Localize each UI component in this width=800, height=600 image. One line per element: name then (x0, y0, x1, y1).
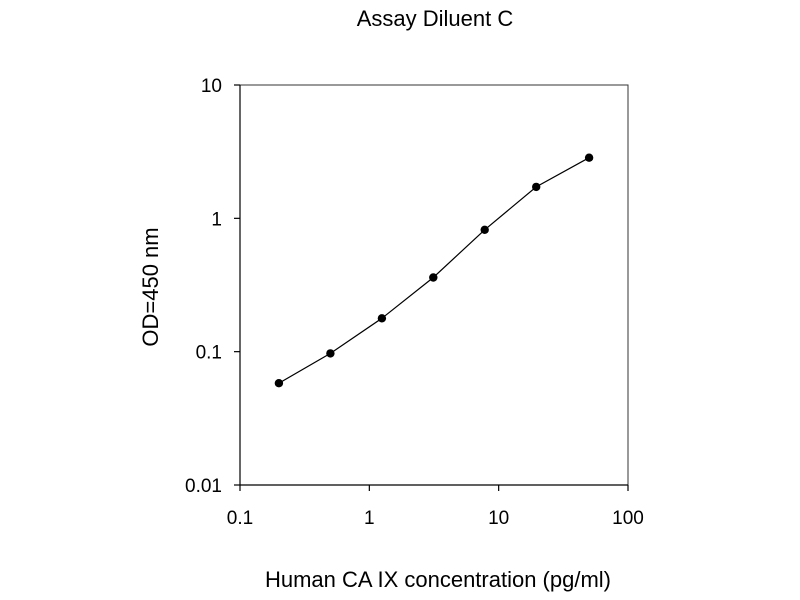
x-tick-label: 0.1 (227, 508, 253, 529)
data-point (377, 314, 387, 323)
y-tick-label: 0.01 (185, 476, 222, 497)
data-points (274, 153, 594, 388)
data-point (584, 153, 594, 162)
plot-frame (239, 84, 629, 486)
x-tick-label: 1 (364, 508, 375, 529)
data-point (274, 379, 284, 388)
y-axis-label: OD=450 nm (138, 227, 163, 346)
series-line (278, 157, 590, 384)
x-axis-ticks: 0.1 1 10 100 (227, 485, 644, 529)
data-point (326, 349, 335, 358)
data-point (480, 225, 489, 234)
x-axis-label: Human CA IX concentration (pg/ml) (265, 567, 611, 592)
y-axis-ticks: 0.01 0.1 1 10 (185, 76, 240, 497)
x-tick-label: 100 (612, 508, 644, 529)
data-point (532, 182, 541, 192)
data-point (429, 273, 438, 282)
y-tick-label: 10 (201, 76, 222, 97)
x-tick-label: 10 (488, 508, 509, 529)
chart-title: Assay Diluent C (357, 6, 514, 31)
y-tick-label: 0.1 (196, 343, 222, 364)
y-tick-label: 1 (211, 209, 222, 230)
